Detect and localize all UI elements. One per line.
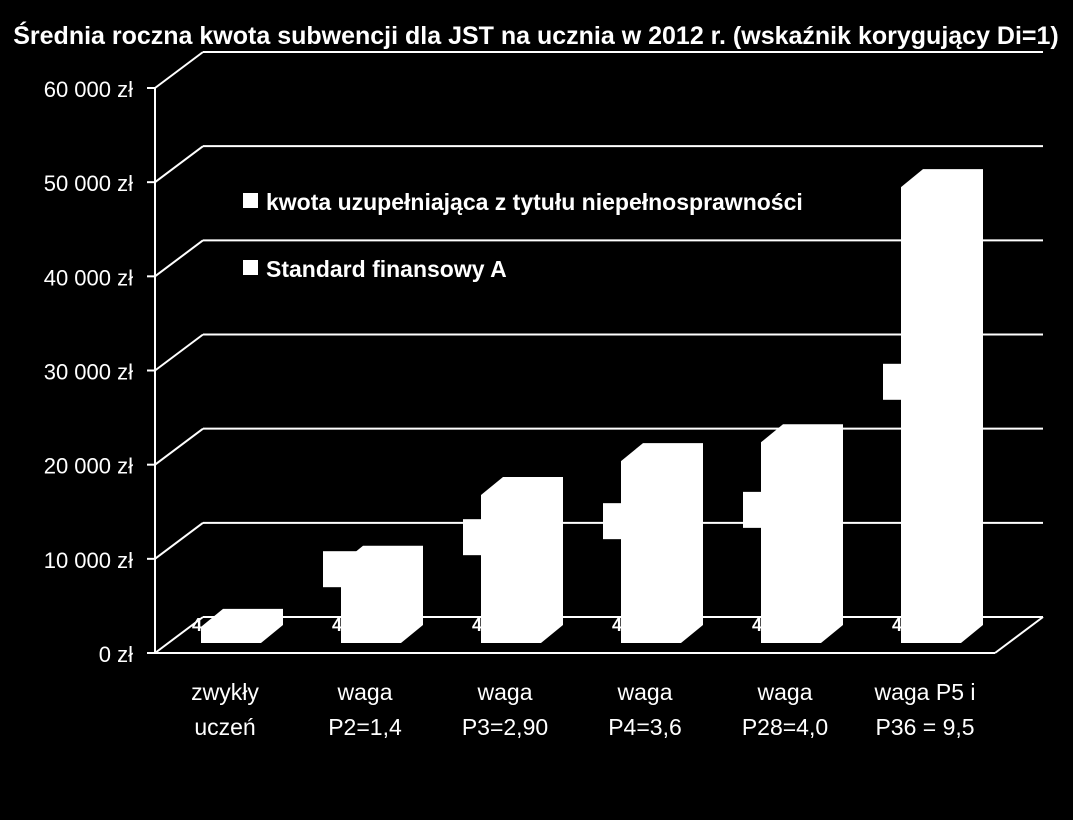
bar <box>481 477 563 643</box>
category-label: uczeń <box>194 714 255 740</box>
gridline-diagonal <box>154 333 204 372</box>
gridline-diagonal <box>154 522 204 560</box>
base-label: 4 <box>752 615 762 635</box>
base-label: 4 <box>472 615 482 635</box>
category-label: waga <box>337 679 393 705</box>
category-label: zwykły <box>191 679 259 705</box>
bars: 4 4 4 4 4 4 <box>192 169 983 643</box>
legend-label: kwota uzupełniająca z tytułu niepełnospr… <box>266 189 803 215</box>
category-label: waga <box>757 679 813 705</box>
data-label-box <box>463 519 559 556</box>
bar <box>621 443 703 643</box>
data-label-box <box>603 503 699 540</box>
category-label: P36 = 9,5 <box>875 714 974 740</box>
gridline-diagonal <box>154 616 204 654</box>
legend-swatch <box>243 193 258 208</box>
floor-edge <box>994 616 1044 654</box>
bar <box>761 424 843 643</box>
y-tick-label: 30 000 zł <box>44 360 133 385</box>
y-tick-label: 10 000 zł <box>44 548 133 573</box>
category-labels: zwykły uczeń waga P2=1,4 waga P3=2,90 waga P4=3… <box>191 679 975 740</box>
gridline-diagonal <box>154 51 204 89</box>
category-label: P28=4,0 <box>742 714 828 740</box>
gridline-diagonal <box>154 145 204 183</box>
y-tick-labels: 0 zł 10 000 zł 20 000 zł 30 000 zł 40 000 zł… <box>44 77 133 667</box>
category-label: P4=3,6 <box>608 714 682 740</box>
data-label-box <box>323 551 419 588</box>
data-label-box <box>883 363 979 400</box>
y-tick-label: 0 zł <box>99 642 133 667</box>
y-tick-label: 40 000 zł <box>44 265 133 290</box>
y-tick-label: 20 000 zł <box>44 454 133 479</box>
bar <box>201 608 283 643</box>
base-label: 4 <box>332 615 342 635</box>
bar <box>901 169 983 643</box>
gridline-diagonal <box>154 239 204 278</box>
legend-swatch <box>243 260 258 275</box>
base-label: 4 <box>892 615 902 635</box>
category-label: P2=1,4 <box>328 714 402 740</box>
category-label: waga P5 i <box>873 679 975 705</box>
category-label: P3=2,90 <box>462 714 548 740</box>
base-label: 4 <box>192 615 202 635</box>
gridline-diagonal <box>154 427 204 466</box>
data-label-box <box>743 491 839 528</box>
category-label: waga <box>477 679 533 705</box>
legend-label: Standard finansowy A <box>266 256 507 282</box>
base-label: 4 <box>612 615 622 635</box>
chart-title: Średnia roczna kwota subwencji dla JST n… <box>13 20 1059 50</box>
legend: kwota uzupełniająca z tytułu niepełnospr… <box>243 189 803 282</box>
category-label: waga <box>617 679 673 705</box>
y-tick-label: 50 000 zł <box>44 171 133 196</box>
y-tick-label: 60 000 zł <box>44 77 133 102</box>
